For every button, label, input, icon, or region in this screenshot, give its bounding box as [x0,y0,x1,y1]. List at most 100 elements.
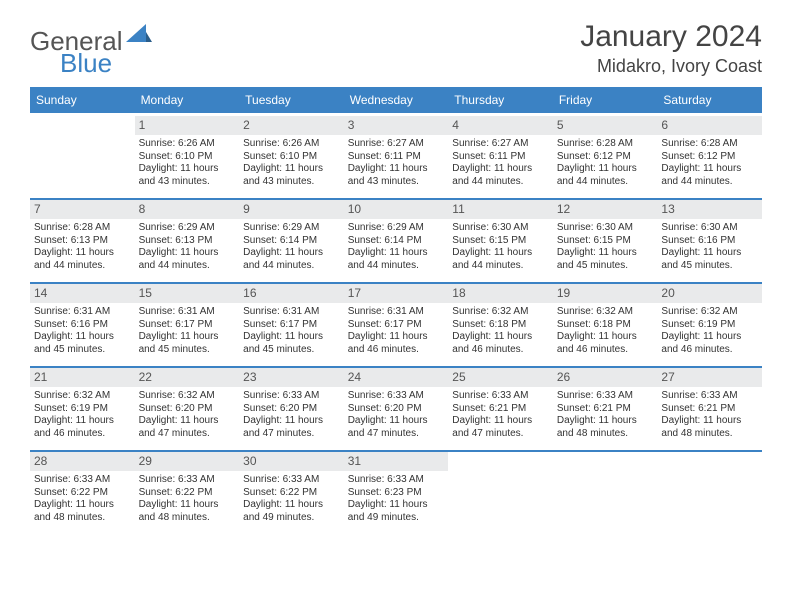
sun-info: Sunrise: 6:28 AMSunset: 6:12 PMDaylight:… [557,138,654,188]
sun-info: Sunrise: 6:26 AMSunset: 6:10 PMDaylight:… [243,138,340,188]
calendar-cell [448,450,553,534]
sun-info: Sunrise: 6:31 AMSunset: 6:16 PMDaylight:… [34,306,131,356]
sun-info: Sunrise: 6:33 AMSunset: 6:22 PMDaylight:… [34,474,131,524]
date-number: 31 [344,452,449,471]
calendar-cell: 24 Sunrise: 6:33 AMSunset: 6:20 PMDayligh… [344,366,449,450]
date-number: 29 [135,452,240,471]
sun-info: Sunrise: 6:33 AMSunset: 6:21 PMDaylight:… [557,390,654,440]
date-number: 25 [448,368,553,387]
date-number: 11 [448,200,553,219]
day-header: Thursday [448,87,553,113]
calendar-cell: 27 Sunrise: 6:33 AMSunset: 6:21 PMDayligh… [657,366,762,450]
date-number: 4 [448,116,553,135]
sun-info: Sunrise: 6:33 AMSunset: 6:22 PMDaylight:… [139,474,236,524]
sun-info: Sunrise: 6:30 AMSunset: 6:15 PMDaylight:… [452,222,549,272]
sun-info: Sunrise: 6:33 AMSunset: 6:21 PMDaylight:… [661,390,758,440]
sun-info: Sunrise: 6:33 AMSunset: 6:23 PMDaylight:… [348,474,445,524]
date-number: 15 [135,284,240,303]
date-number: 21 [30,368,135,387]
calendar-cell: 9 Sunrise: 6:29 AMSunset: 6:14 PMDaylight… [239,198,344,282]
date-number: 17 [344,284,449,303]
date-number: 5 [553,116,658,135]
date-number: 18 [448,284,553,303]
calendar-grid: SundayMondayTuesdayWednesdayThursdayFrid… [30,87,762,534]
date-number: 28 [30,452,135,471]
calendar-cell [553,450,658,534]
calendar-cell: 17 Sunrise: 6:31 AMSunset: 6:17 PMDayligh… [344,282,449,366]
calendar-cell: 25 Sunrise: 6:33 AMSunset: 6:21 PMDayligh… [448,366,553,450]
date-number: 16 [239,284,344,303]
calendar-cell: 10 Sunrise: 6:29 AMSunset: 6:14 PMDayligh… [344,198,449,282]
sun-info: Sunrise: 6:31 AMSunset: 6:17 PMDaylight:… [348,306,445,356]
date-number: 3 [344,116,449,135]
sun-info: Sunrise: 6:30 AMSunset: 6:16 PMDaylight:… [661,222,758,272]
sun-info: Sunrise: 6:28 AMSunset: 6:12 PMDaylight:… [661,138,758,188]
date-number: 30 [239,452,344,471]
calendar-cell: 14 Sunrise: 6:31 AMSunset: 6:16 PMDayligh… [30,282,135,366]
calendar-cell: 13Sunrise: 6:30 AMSunset: 6:16 PMDayligh… [657,198,762,282]
calendar-cell: 8 Sunrise: 6:29 AMSunset: 6:13 PMDaylight… [135,198,240,282]
calendar-cell: 29 Sunrise: 6:33 AMSunset: 6:22 PMDayligh… [135,450,240,534]
day-header: Monday [135,87,240,113]
day-header: Sunday [30,87,135,113]
day-header: Friday [553,87,658,113]
sun-info: Sunrise: 6:29 AMSunset: 6:14 PMDaylight:… [348,222,445,272]
date-number: 26 [553,368,658,387]
calendar-cell: 1Sunrise: 6:26 AMSunset: 6:10 PMDaylight… [135,113,240,198]
date-number: 20 [657,284,762,303]
date-number: 14 [30,284,135,303]
sun-info: Sunrise: 6:31 AMSunset: 6:17 PMDaylight:… [139,306,236,356]
sun-info: Sunrise: 6:32 AMSunset: 6:19 PMDaylight:… [661,306,758,356]
sun-info: Sunrise: 6:27 AMSunset: 6:11 PMDaylight:… [452,138,549,188]
calendar-cell: 20 Sunrise: 6:32 AMSunset: 6:19 PMDayligh… [657,282,762,366]
sun-info: Sunrise: 6:30 AMSunset: 6:15 PMDaylight:… [557,222,654,272]
calendar-cell: 30Sunrise: 6:33 AMSunset: 6:22 PMDayligh… [239,450,344,534]
calendar-cell: 11 Sunrise: 6:30 AMSunset: 6:15 PMDayligh… [448,198,553,282]
title-block: January 2024 Midakro, Ivory Coast [580,20,762,77]
calendar-cell: 21 Sunrise: 6:32 AMSunset: 6:19 PMDayligh… [30,366,135,450]
calendar-cell: 5 Sunrise: 6:28 AMSunset: 6:12 PMDaylight… [553,113,658,198]
calendar-cell: 2Sunrise: 6:26 AMSunset: 6:10 PMDaylight… [239,113,344,198]
date-number: 6 [657,116,762,135]
calendar-cell: 6 Sunrise: 6:28 AMSunset: 6:12 PMDaylight… [657,113,762,198]
calendar-cell [30,113,135,198]
calendar-cell: 3Sunrise: 6:27 AMSunset: 6:11 PMDaylight… [344,113,449,198]
date-number: 8 [135,200,240,219]
date-number: 27 [657,368,762,387]
date-number: 23 [239,368,344,387]
calendar-cell: 7 Sunrise: 6:28 AMSunset: 6:13 PMDaylight… [30,198,135,282]
calendar-cell: 31 Sunrise: 6:33 AMSunset: 6:23 PMDayligh… [344,450,449,534]
calendar-cell: 12 Sunrise: 6:30 AMSunset: 6:15 PMDayligh… [553,198,658,282]
date-number: 7 [30,200,135,219]
day-header: Wednesday [344,87,449,113]
date-number: 9 [239,200,344,219]
sun-info: Sunrise: 6:33 AMSunset: 6:20 PMDaylight:… [243,390,340,440]
calendar-cell: 4 Sunrise: 6:27 AMSunset: 6:11 PMDaylight… [448,113,553,198]
date-number: 12 [553,200,658,219]
sun-info: Sunrise: 6:32 AMSunset: 6:18 PMDaylight:… [452,306,549,356]
sun-info: Sunrise: 6:29 AMSunset: 6:13 PMDaylight:… [139,222,236,272]
day-header: Tuesday [239,87,344,113]
calendar-cell [657,450,762,534]
sun-info: Sunrise: 6:32 AMSunset: 6:19 PMDaylight:… [34,390,131,440]
sun-info: Sunrise: 6:32 AMSunset: 6:18 PMDaylight:… [557,306,654,356]
date-number: 24 [344,368,449,387]
sun-info: Sunrise: 6:28 AMSunset: 6:13 PMDaylight:… [34,222,131,272]
sun-info: Sunrise: 6:33 AMSunset: 6:21 PMDaylight:… [452,390,549,440]
calendar-cell: 26 Sunrise: 6:33 AMSunset: 6:21 PMDayligh… [553,366,658,450]
date-number: 10 [344,200,449,219]
location-name: Midakro, Ivory Coast [580,56,762,77]
sun-info: Sunrise: 6:32 AMSunset: 6:20 PMDaylight:… [139,390,236,440]
calendar-cell: 22Sunrise: 6:32 AMSunset: 6:20 PMDayligh… [135,366,240,450]
calendar-cell: 28 Sunrise: 6:33 AMSunset: 6:22 PMDayligh… [30,450,135,534]
calendar-cell: 15 Sunrise: 6:31 AMSunset: 6:17 PMDayligh… [135,282,240,366]
date-number: 19 [553,284,658,303]
logo: GeneralBlue [30,20,152,76]
calendar-cell: 19 Sunrise: 6:32 AMSunset: 6:18 PMDayligh… [553,282,658,366]
calendar-cell: 18 Sunrise: 6:32 AMSunset: 6:18 PMDayligh… [448,282,553,366]
sun-info: Sunrise: 6:29 AMSunset: 6:14 PMDaylight:… [243,222,340,272]
calendar-cell: 23 Sunrise: 6:33 AMSunset: 6:20 PMDayligh… [239,366,344,450]
page-header: GeneralBlue January 2024 Midakro, Ivory … [30,20,762,77]
day-header: Saturday [657,87,762,113]
sun-info: Sunrise: 6:33 AMSunset: 6:20 PMDaylight:… [348,390,445,440]
